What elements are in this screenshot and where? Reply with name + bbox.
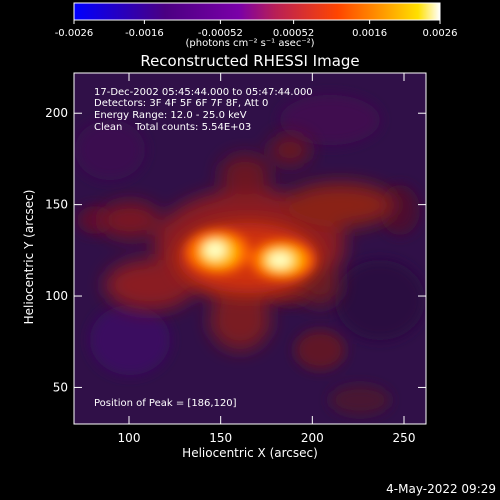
y-tick-label: 100 — [45, 289, 68, 303]
colorbar-tick-label: 0.0016 — [352, 28, 387, 39]
colorbar-tick-label: -0.0016 — [125, 28, 164, 39]
plot-frame — [73, 72, 427, 425]
colorbar-tick-label: 0.00052 — [273, 28, 314, 39]
annotation-detectors: Detectors: 3F 4F 5F 6F 7F 8F, Att 0 — [94, 98, 269, 109]
chart-title: Reconstructed RHESSI Image — [140, 52, 360, 70]
peak-position-label: Position of Peak = [186,120] — [94, 398, 237, 409]
x-tick-label: 250 — [393, 431, 416, 445]
timestamp: 4-May-2022 09:29 — [386, 482, 496, 496]
annotation-clean-counts: Clean Total counts: 5.54E+03 — [94, 122, 252, 133]
heatmap-image — [74, 73, 426, 424]
annotation-time-range: 17-Dec-2002 05:45:44.000 to 05:47:44.000 — [94, 87, 313, 98]
y-tick-label: 150 — [45, 198, 68, 212]
annotation-energy-range: Energy Range: 12.0 - 25.0 keV — [94, 110, 247, 121]
colorbar — [73, 2, 441, 21]
colorbar-units: (photons cm⁻² s⁻¹ asec⁻²) — [185, 38, 315, 49]
y-tick-label: 200 — [45, 106, 68, 120]
y-tick-label: 50 — [53, 380, 68, 394]
colorbar-tick-label: -0.00052 — [198, 28, 243, 39]
colorbar-tick-label: 0.0026 — [423, 28, 458, 39]
y-axis-label: Heliocentric Y (arcsec) — [22, 189, 36, 325]
y-axis: 50 100 150 200 — [45, 106, 426, 394]
colorbar-ticks: -0.0026 -0.0016 -0.00052 0.00052 0.0016 0.002… — [55, 20, 458, 39]
x-tick-label: 150 — [209, 431, 232, 445]
x-axis: 100 150 200 250 — [118, 73, 416, 445]
x-tick-label: 200 — [301, 431, 324, 445]
colorbar-tick-label: -0.0026 — [55, 28, 94, 39]
x-axis-label: Heliocentric X (arcsec) — [182, 446, 318, 460]
x-tick-label: 100 — [118, 431, 141, 445]
